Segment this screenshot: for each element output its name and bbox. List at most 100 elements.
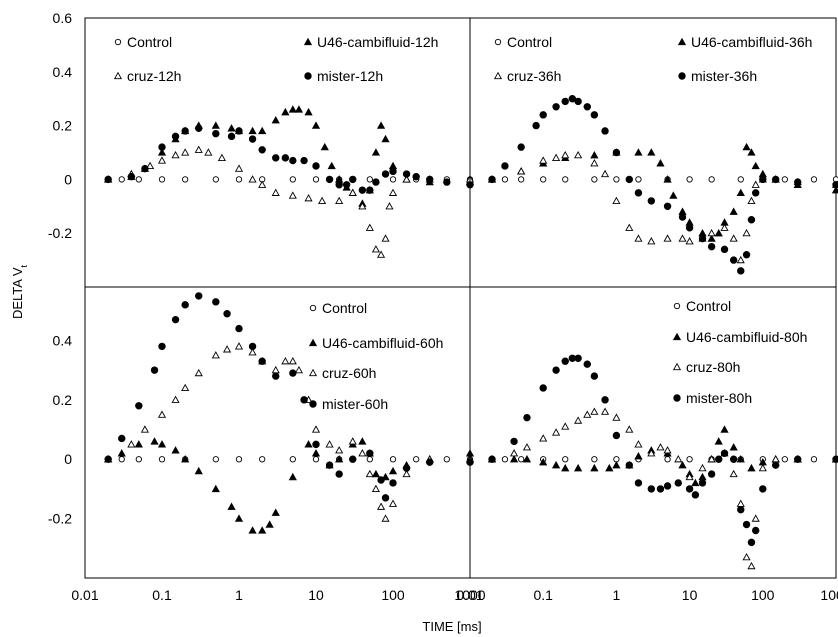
series-cruz-36h: [487, 150, 838, 264]
legend-label: cruz-80h: [686, 359, 740, 375]
legend-marker: [114, 38, 122, 46]
panel-top-right: Control U46-cambifluid-36h cruz-36h mister-…: [469, 17, 838, 288]
data-point: [517, 143, 525, 151]
svg-text:DELTA Vt: DELTA Vt: [10, 264, 29, 319]
legend-label: cruz-36h: [507, 68, 561, 84]
legend-entry-cruz-12h: cruz-12h: [113, 68, 181, 84]
data-point: [517, 167, 526, 175]
data-point: [698, 479, 707, 487]
data-point: [371, 148, 381, 156]
data-point: [157, 440, 167, 448]
data-point: [574, 463, 583, 472]
legend-marker: [672, 362, 682, 371]
legend-marker: [308, 338, 318, 347]
data-point: [561, 463, 570, 472]
legend-marker: [113, 71, 123, 80]
series-u46-cambifluid-60h: [104, 437, 475, 534]
data-point: [509, 455, 519, 463]
legend-entry-u46-cambifluid-80h: U46-cambifluid-80h: [672, 329, 807, 345]
data-point: [325, 440, 334, 448]
data-point: [685, 472, 694, 481]
data-point: [488, 455, 496, 463]
data-point: [751, 514, 760, 522]
data-point: [235, 176, 243, 183]
data-point: [181, 455, 190, 463]
data-point: [104, 455, 112, 463]
data-point: [289, 456, 296, 463]
data-point: [376, 121, 386, 129]
data-point: [707, 470, 716, 478]
data-point: [510, 437, 518, 446]
x-tick-label: 0.1: [152, 587, 172, 603]
legend-entry-mister-80h: mister-80h: [673, 390, 752, 406]
data-point: [311, 121, 321, 129]
data-point: [365, 469, 374, 478]
data-point: [663, 175, 672, 183]
x-tick-label: 1000: [820, 587, 838, 603]
data-point: [211, 121, 220, 129]
data-point: [590, 407, 599, 415]
legend-entry-u46-cambifluid-12h: U46-cambifluid-12h: [303, 34, 438, 50]
data-point: [562, 176, 569, 183]
data-point: [248, 348, 257, 356]
data-point: [158, 456, 166, 463]
data-point: [708, 176, 715, 183]
data-point: [294, 365, 303, 374]
data-point: [265, 520, 274, 528]
data-point: [742, 520, 751, 529]
data-point: [171, 395, 180, 403]
y-tick-label: 0: [64, 451, 72, 467]
data-point: [714, 437, 723, 445]
data-point: [552, 428, 561, 436]
x-tick-label: 0.01: [71, 587, 98, 603]
data-point: [388, 466, 398, 475]
data-point: [412, 173, 420, 181]
data-point: [663, 234, 672, 242]
data-point: [552, 153, 561, 161]
data-point: [583, 410, 592, 418]
data-point: [304, 440, 313, 448]
data-point: [539, 457, 548, 466]
data-point: [127, 173, 136, 181]
y-tick-label: -0.2: [48, 225, 72, 241]
data-point: [715, 455, 723, 463]
series-mister-80h: [488, 354, 838, 547]
legend-label: cruz-60h: [322, 365, 376, 381]
data-point: [501, 176, 509, 183]
data-point: [135, 456, 142, 463]
data-point: [294, 105, 304, 113]
legend-marker: [309, 304, 317, 312]
data-point: [720, 449, 729, 457]
data-point: [771, 175, 780, 184]
y-axis-title: DELTA Vt: [10, 264, 29, 319]
data-point: [135, 402, 143, 410]
data-point: [574, 354, 582, 362]
data-point: [258, 526, 267, 534]
data-point: [759, 485, 767, 493]
data-point: [358, 449, 367, 457]
data-point: [371, 484, 380, 493]
data-point: [402, 464, 411, 472]
data-point: [300, 156, 308, 165]
legend-entry-cruz-36h: cruz-36h: [493, 68, 561, 84]
data-point: [601, 396, 609, 404]
data-point: [714, 228, 723, 237]
data-point: [311, 425, 321, 433]
data-point: [385, 202, 394, 210]
data-point: [325, 461, 334, 469]
data-point: [634, 440, 643, 448]
data-point: [381, 494, 390, 502]
data-point: [381, 234, 390, 242]
data-point: [157, 410, 167, 418]
data-point: [217, 153, 226, 161]
data-point: [413, 456, 420, 463]
data-point: [271, 116, 280, 124]
data-point: [736, 188, 745, 197]
legend-entry-mister-60h: mister-60h: [309, 396, 388, 412]
data-point: [634, 234, 643, 242]
data-point: [227, 502, 236, 510]
x-tick-label: 100: [751, 587, 775, 603]
data-point: [377, 502, 386, 510]
data-point: [562, 456, 569, 463]
data-point: [235, 456, 243, 463]
